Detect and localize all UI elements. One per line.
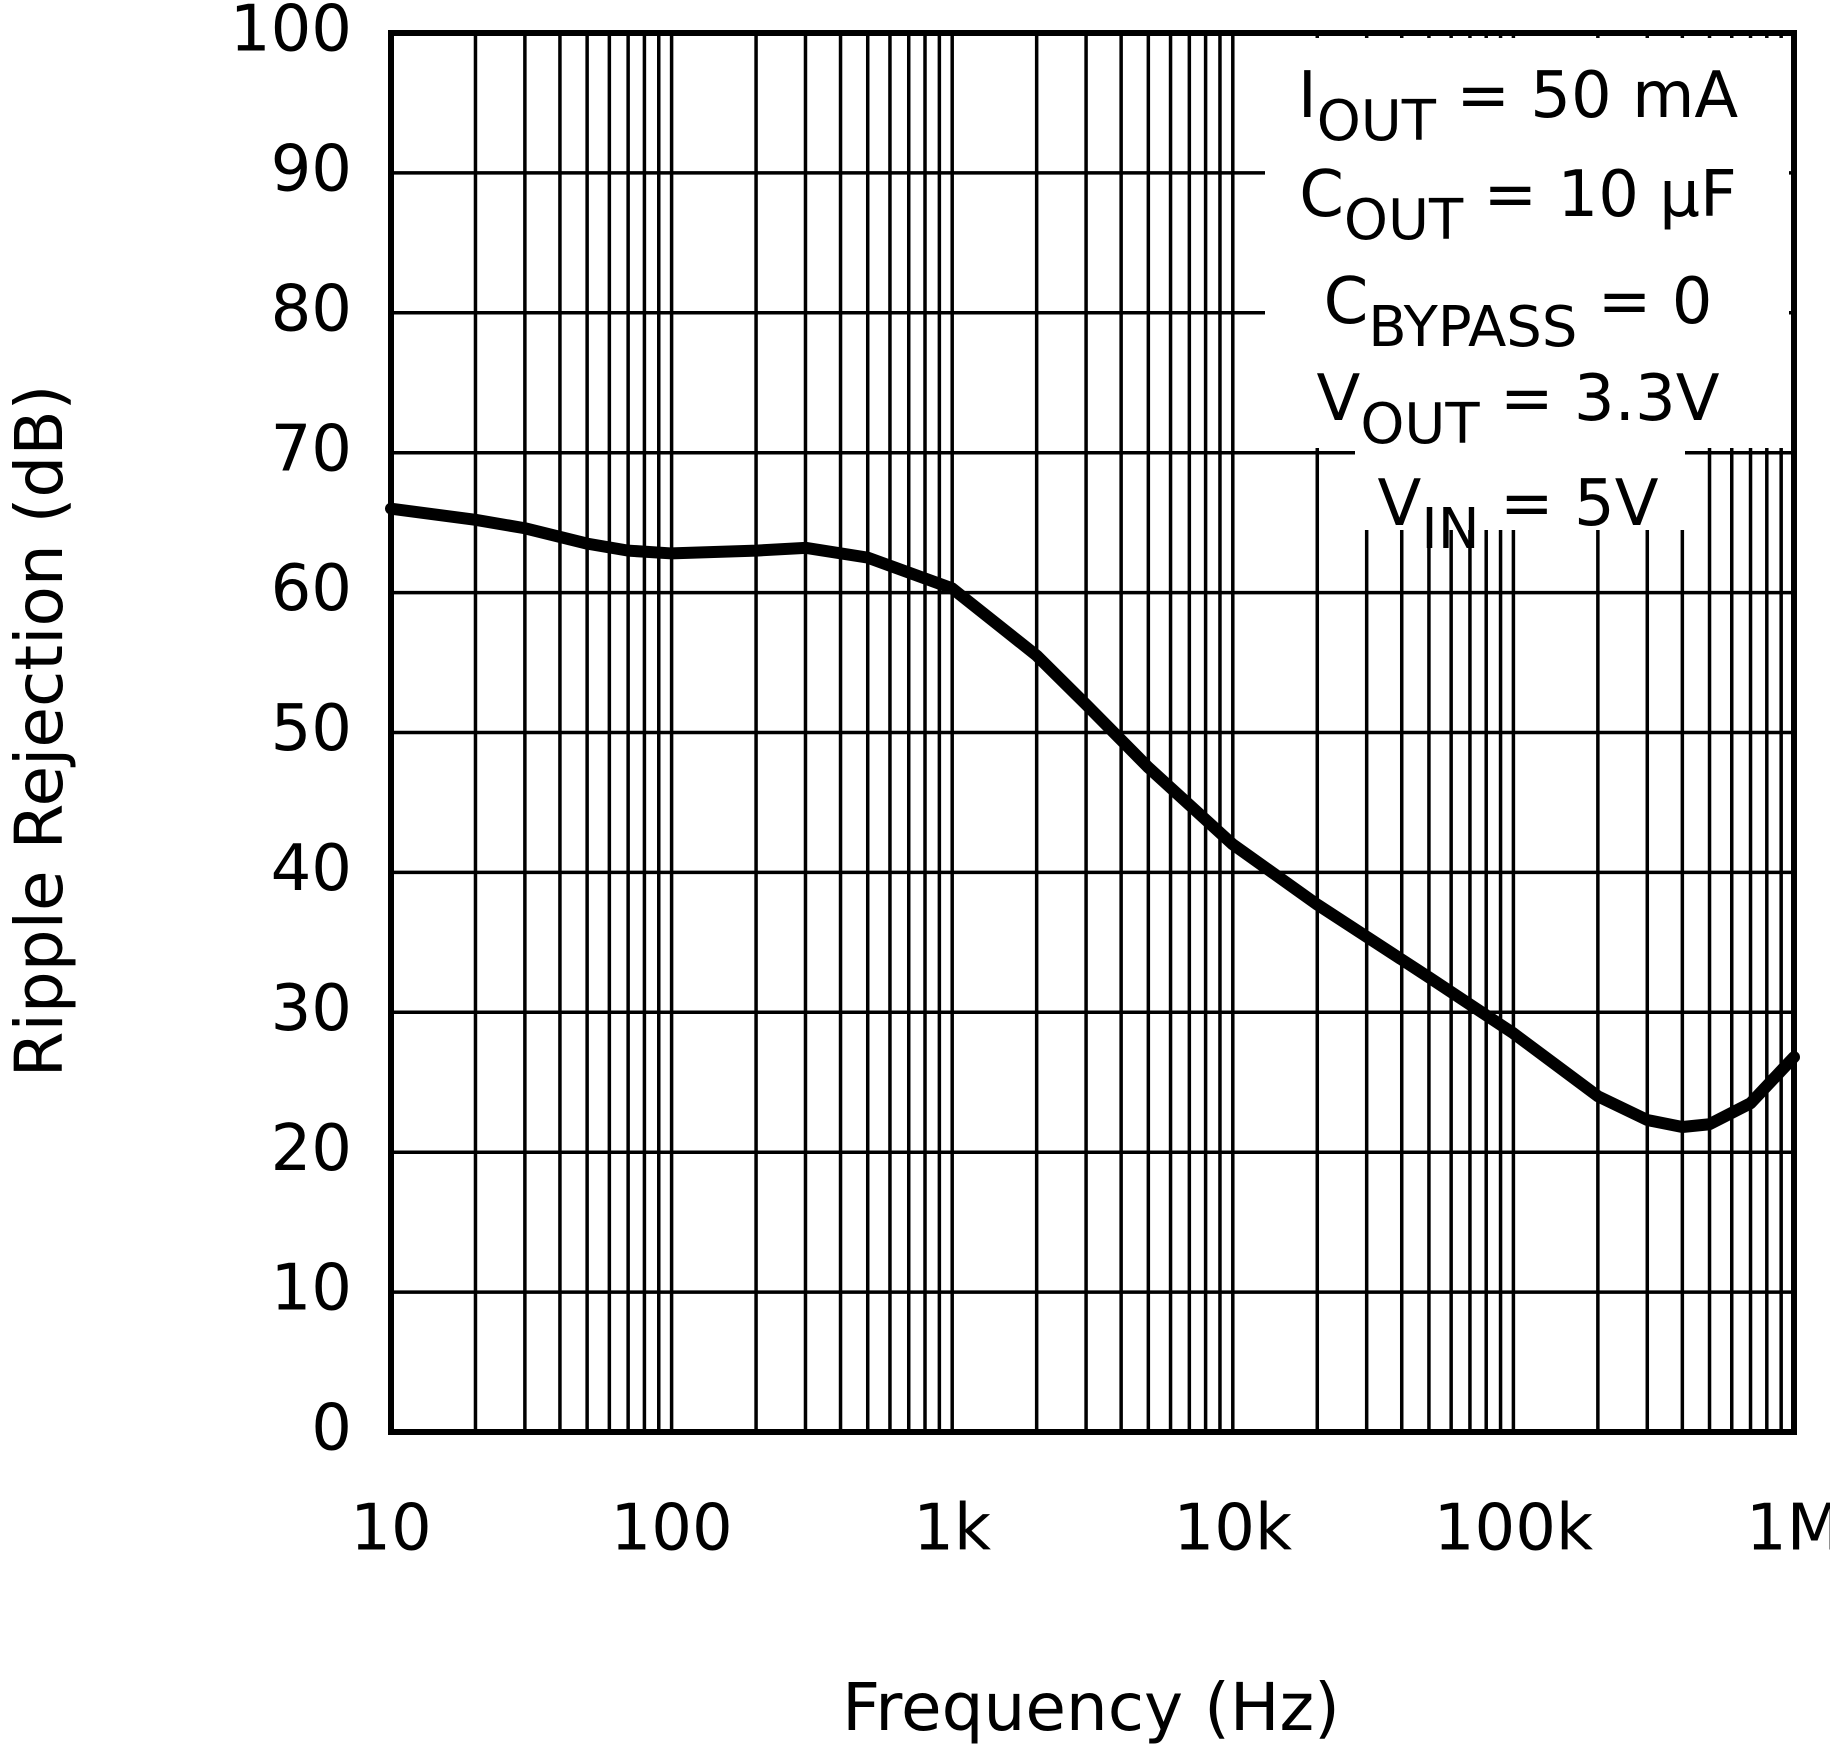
annotation-symbol: C [1299, 158, 1344, 232]
annotation-box [1355, 440, 1685, 530]
x-tick-label: 1M [1746, 1492, 1830, 1566]
annotation-subscript: OUT [1360, 392, 1480, 457]
y-tick-label: 50 [271, 692, 352, 766]
annotation-symbol: V [1378, 467, 1422, 541]
annotation-subscript: IN [1421, 497, 1479, 562]
y-tick-label: 0 [311, 1392, 352, 1466]
y-tick-label: 10 [271, 1252, 352, 1326]
x-axis-title: Frequency (Hz) [842, 1669, 1340, 1746]
annotation-subscript: OUT [1344, 188, 1464, 253]
x-tick-label: 100 [611, 1492, 733, 1566]
y-tick-label: 30 [271, 972, 352, 1046]
annotation-subscript: OUT [1317, 89, 1437, 154]
y-tick-label: 60 [271, 552, 352, 626]
x-tick-label: 100k [1434, 1492, 1593, 1566]
x-tick-label: 10k [1174, 1492, 1293, 1566]
data-line [385, 502, 1800, 1134]
grid [388, 30, 1797, 1435]
x-tick-label: 1k [913, 1492, 991, 1566]
annotation-value: = 0 [1577, 265, 1712, 339]
annotation-value: = 10 µF [1463, 158, 1737, 232]
annotation-box [1265, 38, 1789, 448]
annotation-value: = 50 mA [1436, 59, 1738, 133]
annotation-value: = 5V [1480, 467, 1659, 541]
annotation-subscript: BYPASS [1368, 295, 1577, 360]
y-tick-label: 20 [271, 1112, 352, 1186]
y-tick-label: 100 [230, 0, 352, 67]
annotation-symbol: V [1317, 362, 1361, 436]
x-tick-label: 10 [350, 1492, 431, 1566]
annotation: IOUT = 50 mA [1298, 59, 1739, 155]
annotation: CBYPASS = 0 [1324, 265, 1713, 361]
y-axis-title: Ripple Rejection (dB) [1, 385, 78, 1078]
y-tick-label: 40 [271, 832, 352, 906]
annotation: COUT = 10 µF [1299, 158, 1737, 254]
y-tick-label: 90 [271, 132, 352, 206]
annotation: VIN = 5V [1378, 467, 1659, 563]
y-tick-label: 70 [271, 412, 352, 486]
annotation-value: = 3.3V [1480, 362, 1720, 436]
annotation-symbol: C [1324, 265, 1369, 339]
annotation-symbol: I [1298, 59, 1317, 133]
plot-border [388, 30, 1797, 1435]
annotation: VOUT = 3.3V [1317, 362, 1720, 458]
y-tick-label: 80 [271, 272, 352, 346]
